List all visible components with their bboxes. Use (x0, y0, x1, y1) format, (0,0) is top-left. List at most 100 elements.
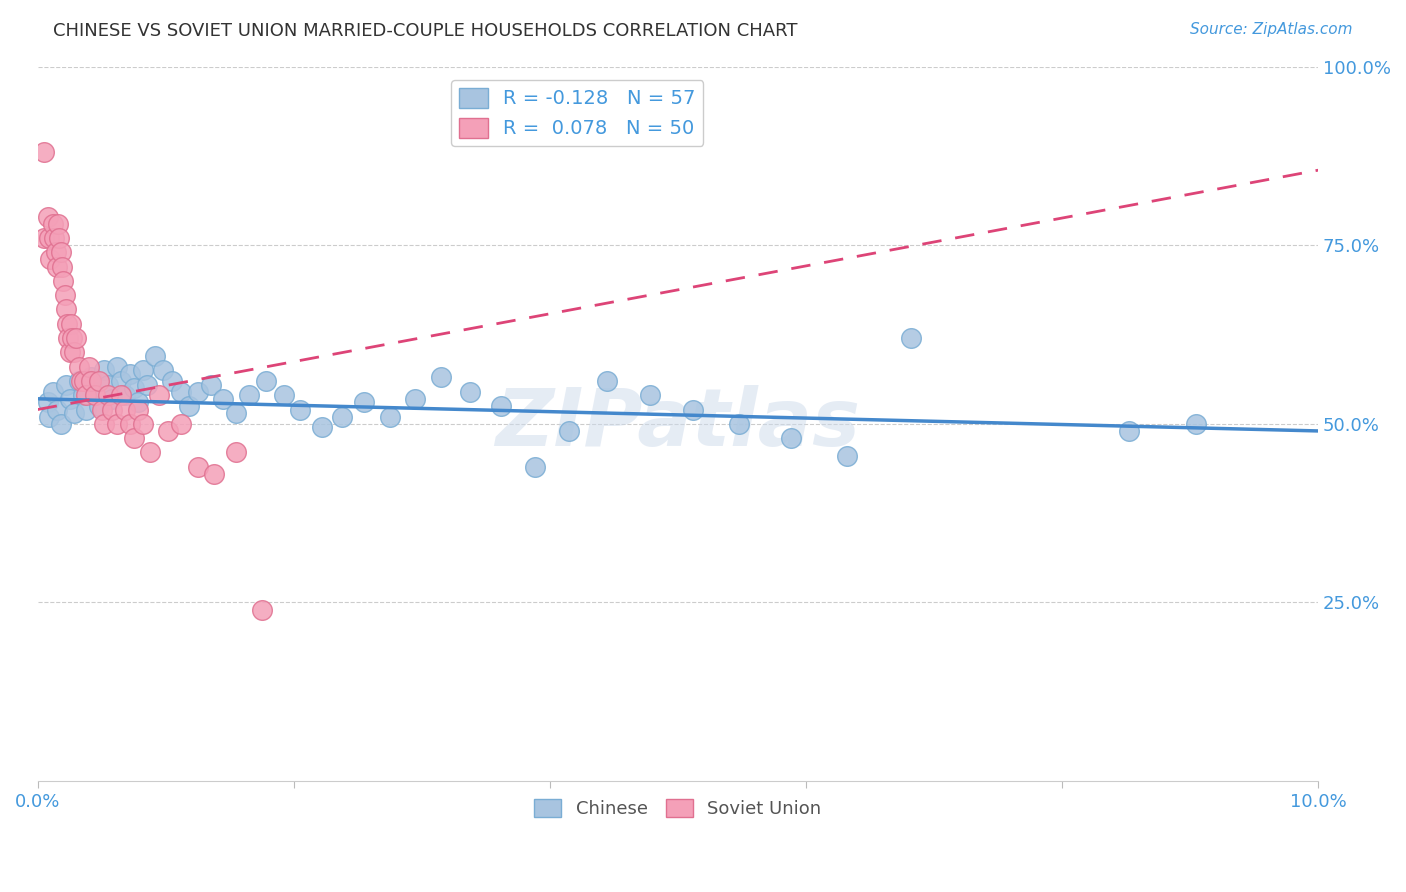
Point (131, 363, 153, 377)
Point (135, 377, 157, 392)
Point (460, 384, 482, 399)
Point (378, 409, 401, 424)
Point (558, 424, 581, 438)
Point (1118, 424, 1140, 438)
Point (45, 245, 67, 260)
Point (122, 381, 145, 395)
Point (131, 417, 153, 431)
Point (311, 420, 333, 434)
Point (101, 392, 124, 406)
Point (58, 331, 80, 345)
Point (90, 402, 112, 417)
Point (44, 231, 66, 245)
Point (212, 392, 235, 406)
Point (122, 431, 145, 445)
Point (225, 445, 247, 459)
Point (118, 367, 141, 381)
Point (56, 317, 79, 331)
Point (638, 388, 661, 402)
Point (225, 406, 247, 420)
Point (353, 395, 375, 409)
Point (97, 388, 120, 402)
Point (127, 395, 149, 409)
Point (84, 388, 107, 402)
Point (45, 402, 67, 417)
Point (67, 359, 90, 374)
Point (110, 388, 132, 402)
Point (145, 349, 167, 363)
Point (89, 399, 111, 413)
Point (118, 417, 141, 431)
Point (238, 388, 260, 402)
Point (32, 145, 55, 160)
Point (110, 374, 132, 388)
Point (42, 384, 65, 399)
Point (273, 388, 295, 402)
Point (73, 374, 96, 388)
Point (42, 217, 65, 231)
Point (523, 459, 546, 474)
Point (65, 331, 87, 345)
Point (55, 302, 77, 317)
Point (1185, 417, 1208, 431)
Point (404, 392, 426, 406)
Point (45, 260, 67, 274)
Point (127, 402, 149, 417)
Point (89, 374, 111, 388)
Point (46, 217, 69, 231)
Point (49, 245, 72, 260)
Point (80, 370, 103, 384)
Point (55, 377, 77, 392)
Point (75, 402, 97, 417)
Point (160, 374, 183, 388)
Point (101, 402, 124, 417)
Point (250, 602, 273, 616)
Point (53, 288, 76, 302)
Point (67, 374, 90, 388)
Point (72, 388, 94, 402)
Point (177, 399, 200, 413)
Point (200, 377, 222, 392)
Point (48, 231, 70, 245)
Point (332, 409, 354, 424)
Point (51, 260, 73, 274)
Point (187, 459, 209, 474)
Point (32, 231, 55, 245)
Point (75, 388, 97, 402)
Point (59, 345, 82, 359)
Point (38, 231, 60, 245)
Point (139, 445, 162, 459)
Point (52, 274, 75, 288)
Point (49, 417, 72, 431)
Point (70, 374, 93, 388)
Point (187, 384, 209, 399)
Point (779, 431, 801, 445)
Point (38, 409, 60, 424)
Point (489, 399, 512, 413)
Point (430, 370, 453, 384)
Point (62, 345, 84, 359)
Point (93, 363, 115, 377)
Point (97, 377, 120, 392)
Legend: Chinese, Soviet Union: Chinese, Soviet Union (527, 792, 828, 826)
Point (157, 424, 180, 438)
Point (77, 359, 100, 374)
Point (37, 210, 59, 224)
Point (80, 374, 103, 388)
Text: Source: ZipAtlas.com: Source: ZipAtlas.com (1189, 22, 1353, 37)
Point (682, 402, 704, 417)
Point (152, 363, 174, 377)
Point (62, 406, 84, 420)
Point (148, 388, 170, 402)
Point (39, 252, 62, 267)
Point (105, 417, 128, 431)
Point (202, 467, 225, 481)
Point (170, 384, 193, 399)
Text: ZIPatlas: ZIPatlas (495, 384, 860, 463)
Point (84, 384, 107, 399)
Point (59, 317, 82, 331)
Point (596, 374, 619, 388)
Point (114, 402, 136, 417)
Point (105, 359, 128, 374)
Point (835, 449, 858, 463)
